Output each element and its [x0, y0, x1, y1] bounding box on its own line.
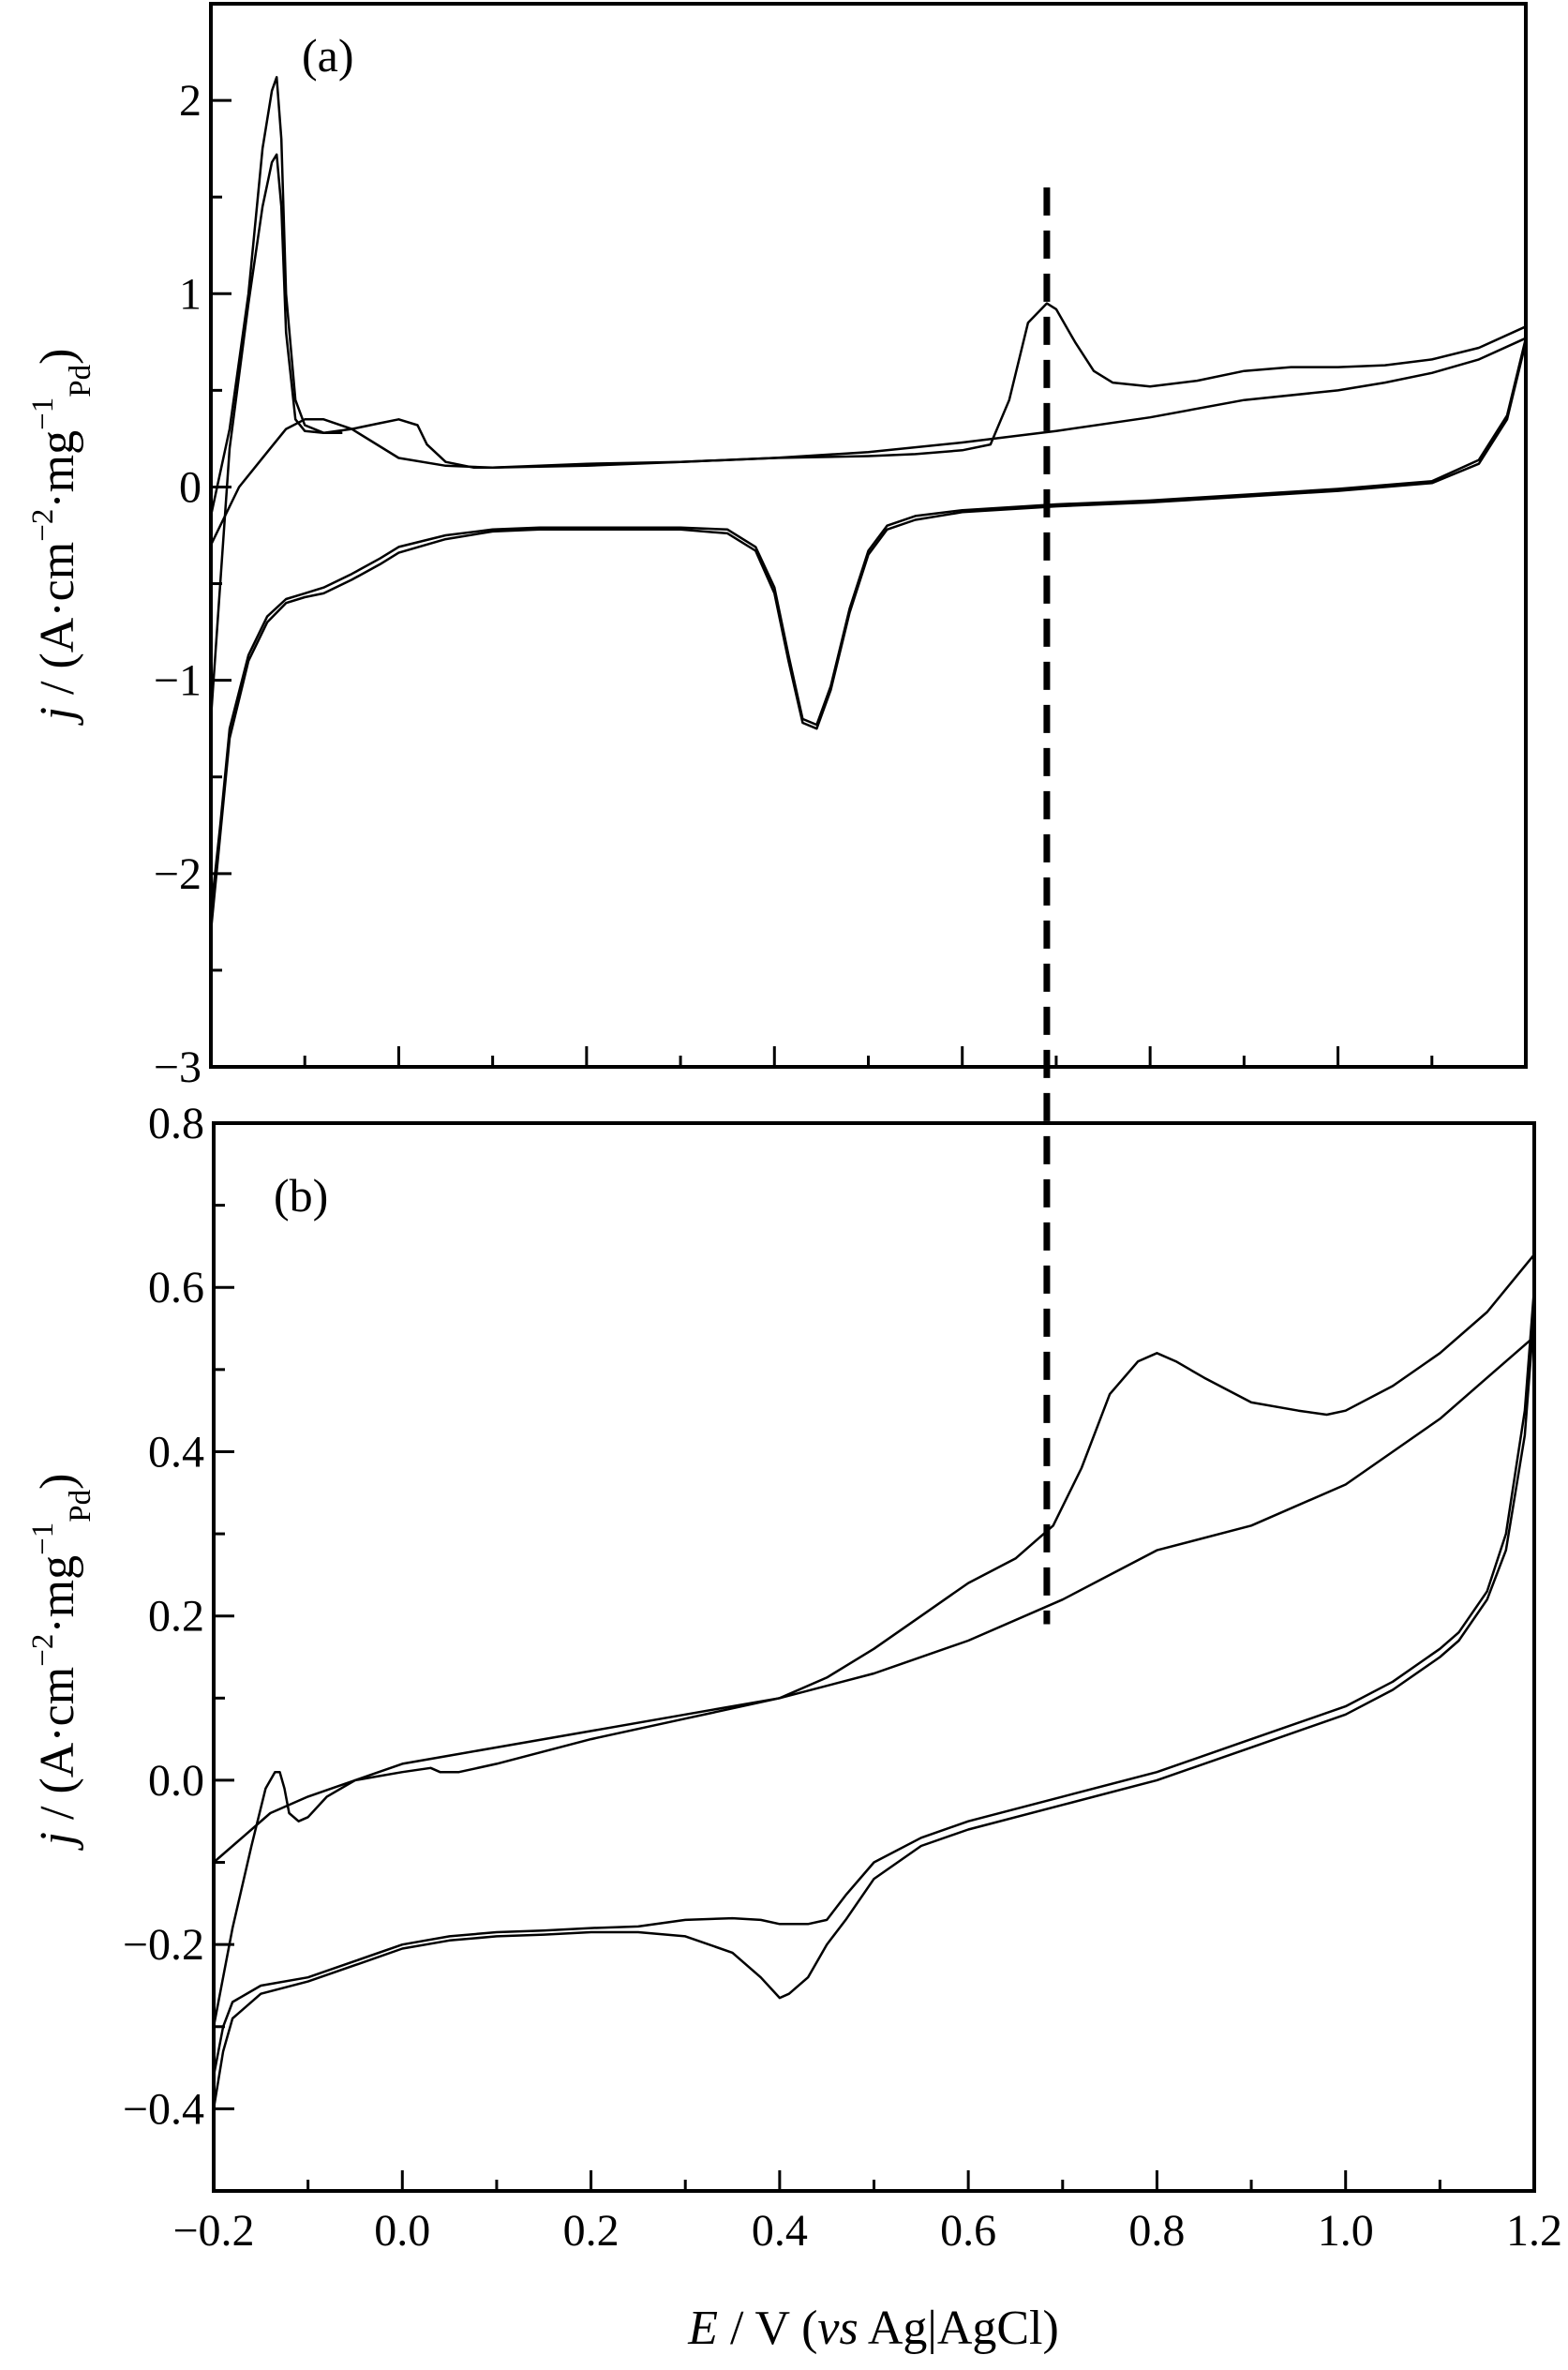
x-tick-label: 0.6	[940, 2206, 996, 2256]
panel-a-frame	[209, 2, 1528, 1069]
x-tick-label: 0.4	[752, 2206, 808, 2256]
x-tick-label: 0.8	[1128, 2206, 1185, 2256]
panel-a-label: (a)	[302, 29, 354, 82]
y-tick-label: 1	[179, 269, 202, 319]
panel-b-y-tick-labels: 0.8 0.6 0.4 0.2 0.0 −0.2 −0.4	[123, 1099, 204, 2134]
y-tick-label: 0.4	[148, 1427, 204, 1477]
panel-b-y-axis-title: j / (A·cm−2·mg−1Pd)	[26, 1474, 97, 1852]
panel-b-x-tick-labels: −0.2 0.0 0.2 0.4 0.6 0.8 1.0 1.2	[172, 2206, 1562, 2256]
x-axis-title: E / V (vs Ag|AgCl)	[687, 2302, 1059, 2355]
panel-b-label: (b)	[274, 1169, 328, 1222]
x-tick-label: 1.2	[1506, 2206, 1562, 2256]
panel-a-y-axis-title: j / (A·cm−2·mg−1Pd)	[26, 349, 97, 727]
y-tick-label: 0	[179, 462, 202, 512]
y-tick-label: 0.8	[148, 1099, 204, 1148]
x-tick-label: 0.2	[563, 2206, 620, 2256]
x-tick-label: −0.2	[172, 2206, 254, 2256]
y-tick-label: 0.2	[148, 1592, 204, 1642]
panel-a-series	[209, 76, 1528, 932]
y-tick-label: 2	[179, 76, 202, 126]
y-tick-label: 0.6	[148, 1263, 204, 1312]
panel-a-ticks	[209, 98, 1528, 1069]
x-tick-label: 1.0	[1318, 2206, 1374, 2256]
cv-curve-a-4	[209, 341, 1528, 932]
cv-curve-b-3	[212, 1287, 1536, 2077]
panel-b-frame	[212, 1121, 1536, 2193]
panel-b-series	[212, 1253, 1536, 2109]
y-tick-label: −3	[154, 1042, 202, 1092]
cv-curve-a-1	[209, 76, 1527, 517]
y-tick-label: 0.0	[148, 1756, 204, 1806]
cv-curve-b-2	[213, 1335, 1535, 1864]
panel-b-ticks	[212, 1121, 1536, 2191]
panel-b: 0.8 0.6 0.4 0.2 0.0 −0.2 −0.4 −0.2 0.0 0.2 0.4 0.6…	[26, 1099, 1562, 2355]
y-tick-label: −1	[154, 656, 202, 706]
cv-curve-b-1	[212, 1253, 1535, 2028]
x-tick-label: 0.0	[374, 2206, 430, 2256]
cv-curve-b-4	[212, 1312, 1536, 2109]
cv-curve-a-2	[209, 153, 343, 719]
panel-a-tick-labels: 2 1 0 −1 −2 −3	[154, 76, 202, 1092]
panel-a: 2 1 0 −1 −2 −3 (a) j / (A·cm−2·mg−1Pd)	[26, 2, 1528, 1092]
cv-curve-a-3	[209, 337, 1527, 546]
cv-curve-a-5	[209, 338, 1528, 913]
y-tick-label: −2	[154, 849, 202, 899]
y-tick-label: −0.2	[123, 1920, 204, 1970]
y-tick-label: −0.4	[123, 2084, 204, 2134]
